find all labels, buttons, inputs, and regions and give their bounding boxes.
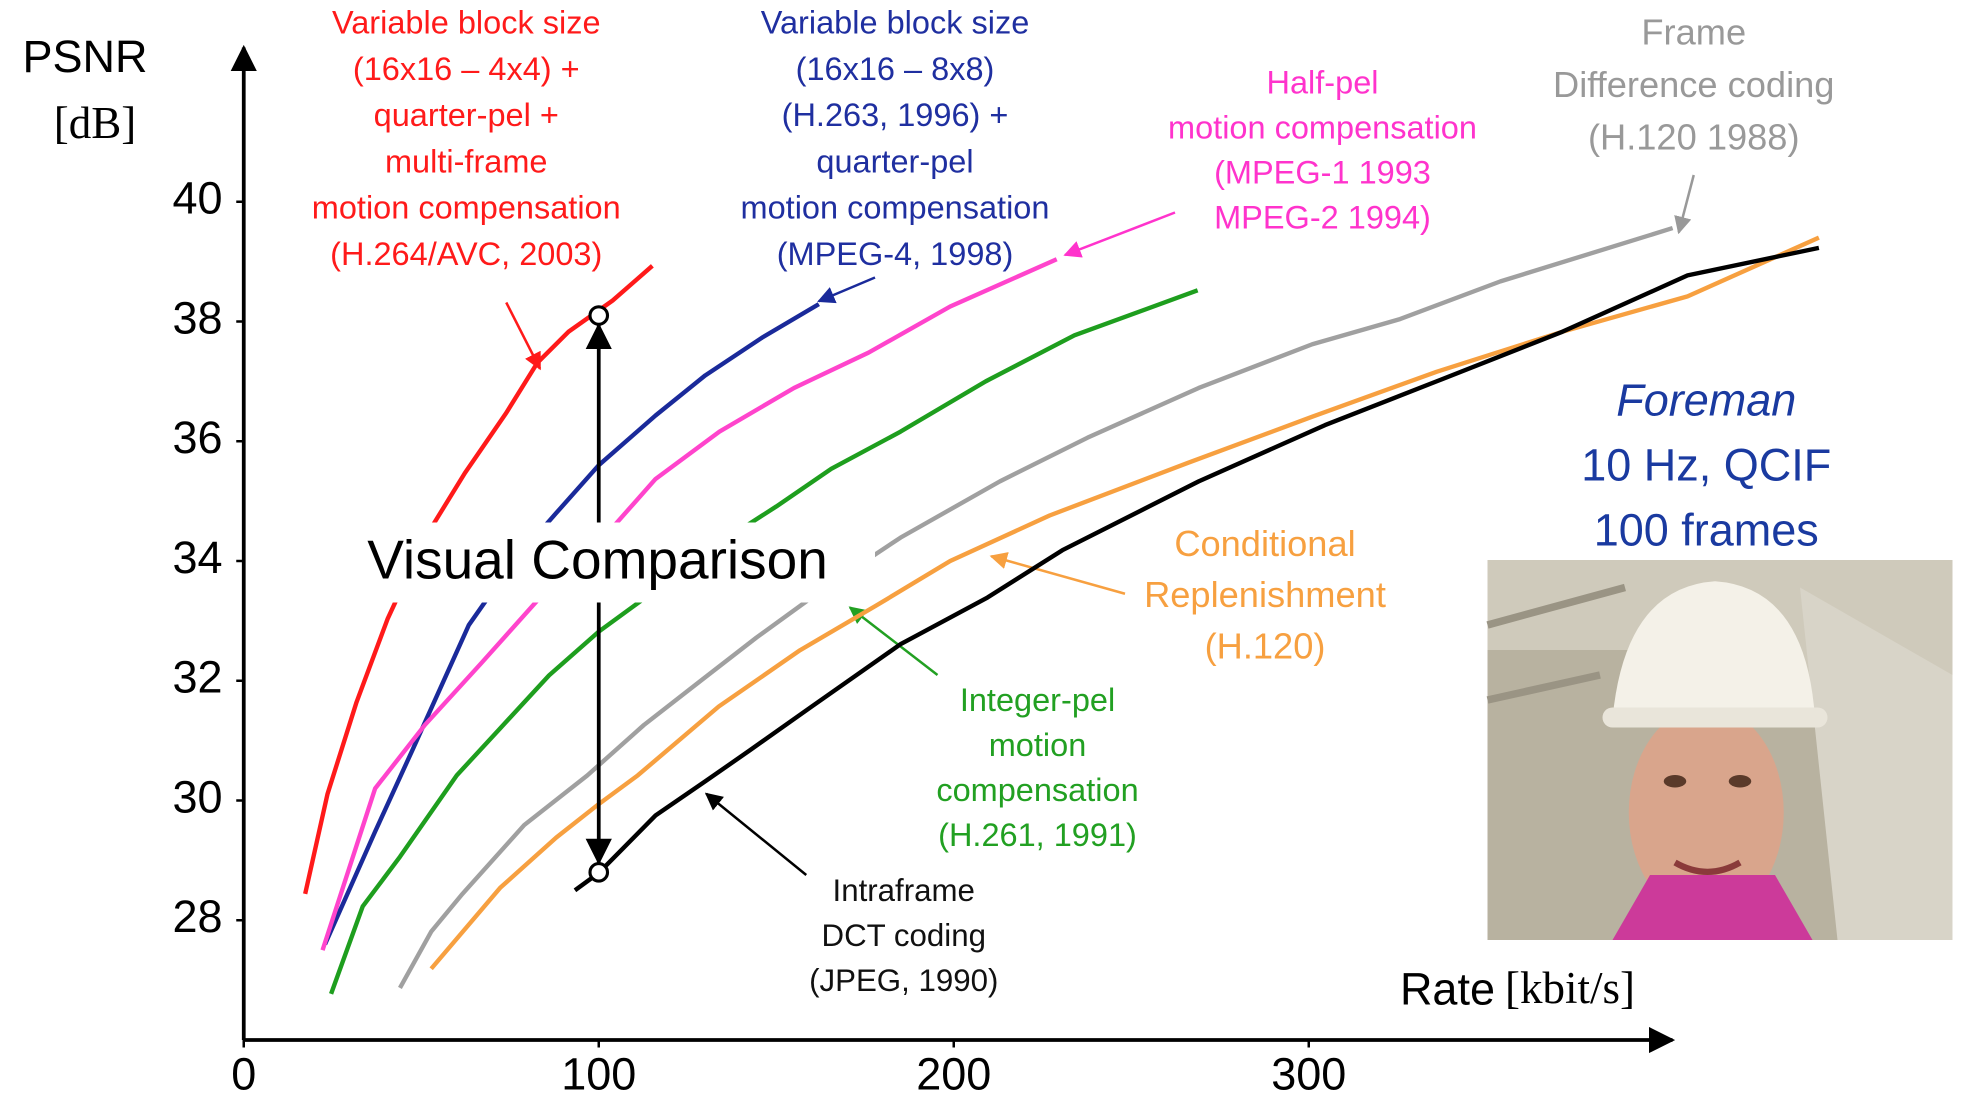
annotation: (H.264/AVC, 2003) [330, 236, 602, 272]
annotation: (H.120 1988) [1588, 117, 1800, 158]
annotation: Variable block size [761, 5, 1030, 41]
line-series [573, 245, 1820, 893]
line-series [429, 235, 1820, 971]
annotation: (JPEG, 1990) [809, 963, 998, 998]
annotation: (MPEG-4, 1998) [777, 236, 1014, 272]
x-tick-label: 0 [231, 1048, 256, 1099]
annotation: motion compensation [312, 190, 621, 226]
comparison-point [588, 305, 610, 326]
annotation: Intraframe [833, 873, 975, 908]
annotation: DCT coding [822, 918, 986, 953]
y-tick-label: 34 [172, 532, 222, 583]
annotation: 100 frames [1594, 505, 1819, 556]
y-tick-label: 30 [172, 771, 222, 822]
x-axis-label: Rate [1400, 963, 1495, 1014]
line-series [320, 257, 1058, 951]
annotation: Integer-pel [960, 682, 1115, 718]
annotation: quarter-pel [816, 143, 973, 179]
annotation: Difference coding [1553, 64, 1834, 105]
annotation: Variable block size [332, 5, 601, 41]
x-tick-label: 300 [1271, 1048, 1346, 1099]
annotation: multi-frame [385, 143, 548, 179]
annotation: Conditional [1174, 523, 1355, 564]
foreman-image [1486, 560, 1953, 940]
y-tick-label: 38 [172, 292, 222, 343]
x-axis-unit: [kbit/s] [1505, 963, 1635, 1013]
annotation: MPEG-2 1994) [1214, 200, 1431, 236]
comparison-label: Visual Comparison [367, 528, 828, 590]
annotation: Half-pel [1267, 65, 1379, 101]
y-tick-label: 40 [172, 173, 222, 224]
annotation: Foreman [1616, 375, 1796, 426]
annotation: motion compensation [741, 190, 1050, 226]
line-series [323, 302, 820, 946]
annotation: (H.120) [1205, 625, 1326, 666]
x-tick-label: 200 [916, 1048, 991, 1099]
annotation: compensation [936, 772, 1138, 808]
annotation: 10 Hz, QCIF [1581, 440, 1831, 491]
annotation: motion compensation [1168, 110, 1477, 146]
annotation: (16x16 – 4x4) + [353, 51, 580, 87]
annotation: (16x16 – 8x8) [796, 51, 995, 87]
comparison-label-box [318, 522, 875, 603]
line-series [303, 264, 654, 895]
axes [230, 44, 1676, 1054]
y-axis-unit: [dB] [54, 98, 137, 148]
y-tick-label: 32 [172, 652, 222, 703]
annotation: (H.261, 1991) [938, 817, 1137, 853]
annotation: (MPEG-1 1993 [1214, 155, 1431, 191]
annotation: Replenishment [1144, 574, 1386, 615]
y-tick-label: 28 [172, 891, 222, 942]
annotation: motion [989, 727, 1087, 763]
x-tick-label: 100 [561, 1048, 636, 1099]
y-axis-label: PSNR [22, 31, 147, 82]
annotation-arrows [505, 174, 1695, 876]
y-tick-label: 36 [172, 412, 222, 463]
annotation: quarter-pel + [374, 97, 559, 133]
annotation: (H.263, 1996) + [782, 97, 1009, 133]
annotation: Frame [1641, 12, 1746, 53]
comparison-point [588, 862, 610, 883]
